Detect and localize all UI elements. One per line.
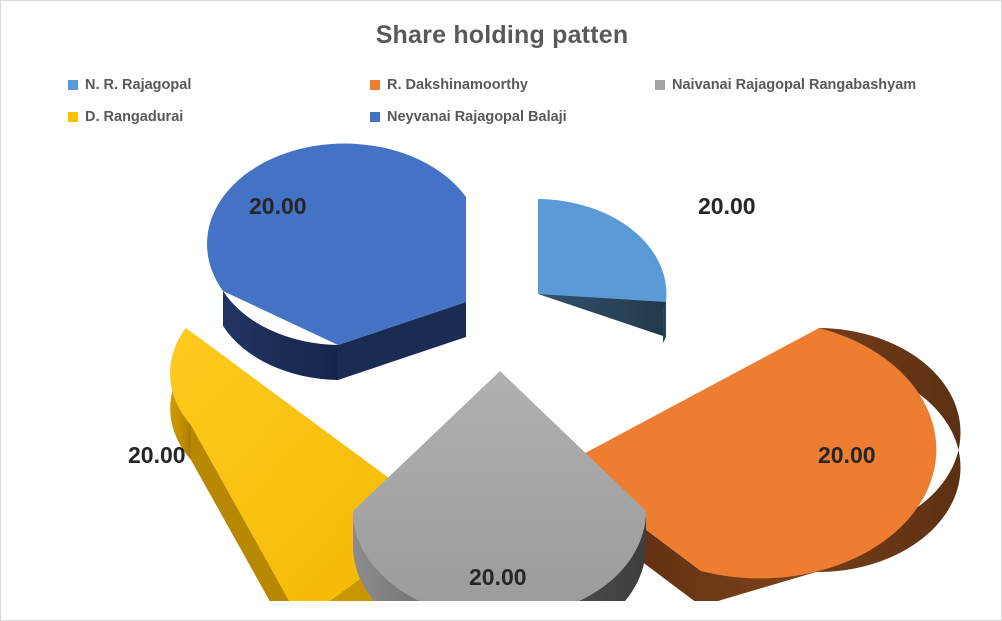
legend-item-0[interactable]: N. R. Rajagopal bbox=[68, 77, 191, 93]
legend-swatch-icon-0 bbox=[68, 80, 78, 90]
pie-slice-1[interactable] bbox=[561, 328, 961, 601]
legend-label-0: N. R. Rajagopal bbox=[85, 77, 192, 93]
pie-slices bbox=[170, 143, 961, 601]
data-label-slice-1: 20.00 bbox=[818, 442, 876, 468]
legend-item-4[interactable]: Neyvanai Rajagopal Balaji bbox=[370, 109, 567, 125]
pie-slice-2-side bbox=[353, 511, 646, 601]
data-label-slice-3: 20.00 bbox=[128, 442, 186, 468]
pie-slice-1-top bbox=[561, 328, 937, 579]
pie-slice-4-side-edge bbox=[338, 302, 466, 380]
pie-3d-graphic bbox=[170, 143, 961, 601]
chart-legend: N. R. Rajagopal R. Dakshinamoorthy Naiva… bbox=[63, 73, 963, 135]
data-label-slice-0: 20.00 bbox=[698, 193, 756, 219]
pie-slice-2[interactable] bbox=[353, 371, 646, 601]
pie-slice-4[interactable] bbox=[207, 143, 466, 380]
legend-item-3[interactable]: D. Rangadurai bbox=[68, 109, 183, 125]
pie-slice-0-top bbox=[538, 199, 667, 302]
legend-label-3: D. Rangadurai bbox=[85, 109, 184, 125]
legend-label-2: Naivanai Rajagopal Rangabashyam bbox=[672, 77, 917, 93]
legend-swatch-icon-3 bbox=[68, 112, 78, 122]
pie-slice-4-side bbox=[223, 291, 338, 380]
pie-slice-4-top bbox=[207, 143, 466, 345]
legend-swatch-icon-4 bbox=[370, 112, 380, 122]
chart-title: Share holding patten bbox=[375, 21, 629, 49]
legend-item-1[interactable]: R. Dakshinamoorthy bbox=[370, 77, 528, 93]
pie-slice-0[interactable] bbox=[538, 199, 667, 343]
pie-slice-0-side-arc bbox=[663, 302, 666, 343]
legend-swatch-icon-2 bbox=[655, 80, 665, 90]
data-label-slice-4: 20.00 bbox=[249, 193, 307, 219]
legend-item-2[interactable]: Naivanai Rajagopal Rangabashyam bbox=[655, 77, 916, 93]
legend-label-4: Neyvanai Rajagopal Balaji bbox=[387, 109, 567, 125]
legend-swatch-icon-1 bbox=[370, 80, 380, 90]
pie-slice-2-top bbox=[353, 371, 646, 601]
data-label-slice-2: 20.00 bbox=[469, 564, 527, 590]
legend-label-1: R. Dakshinamoorthy bbox=[387, 77, 528, 93]
